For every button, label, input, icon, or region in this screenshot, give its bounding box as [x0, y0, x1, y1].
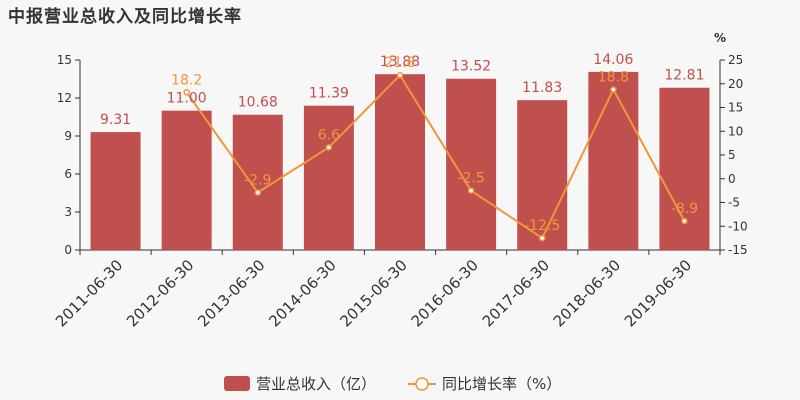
bar [446, 78, 497, 250]
x-tick-label: 2012-06-30 [123, 256, 197, 330]
bar [588, 71, 639, 250]
bar-data-label: 11.39 [309, 86, 349, 102]
bar [517, 100, 568, 250]
line-data-label: 6.6 [318, 127, 340, 143]
bar [161, 110, 212, 251]
bar-data-label: 10.68 [238, 95, 278, 111]
bar-data-label: 13.88 [380, 54, 420, 70]
line-data-label: 18.2 [171, 72, 202, 88]
line-data-label: 21.8 [384, 55, 415, 71]
y-right-tick-label: 5 [728, 148, 736, 162]
y-left-tick-label: 9 [64, 129, 72, 143]
bar [90, 132, 141, 250]
y-left-tick-label: 15 [57, 53, 72, 67]
x-tick-label: 2017-06-30 [479, 256, 553, 330]
y-left-tick-label: 3 [64, 205, 72, 219]
line-data-label: 18.8 [598, 69, 629, 85]
line-point [610, 86, 617, 93]
y-right-tick-label: 25 [728, 53, 743, 67]
y-right-tick-label: -5 [728, 196, 740, 210]
x-tick-label: 2015-06-30 [336, 256, 410, 330]
line-data-label: -2.5 [457, 171, 484, 187]
line-data-label: -2.9 [244, 173, 271, 189]
y-left-tick-label: 0 [64, 243, 72, 257]
x-tick-label: 2014-06-30 [265, 256, 339, 330]
line-point [254, 189, 262, 196]
line-point [183, 89, 190, 96]
y-right-tick-label: 15 [728, 101, 743, 115]
line-data-label: -8.9 [671, 201, 698, 217]
y-right-tick-label: 20 [728, 77, 743, 91]
legend-bar-swatch [224, 376, 250, 391]
legend-line-label: 同比增长率（%） [442, 375, 561, 393]
legend-bar-label: 营业总收入（亿） [256, 375, 376, 393]
bar [659, 87, 710, 251]
y-right-tick-label: 10 [728, 124, 743, 138]
bar-data-label: 14.06 [593, 52, 633, 68]
bar-data-label: 12.81 [664, 68, 704, 84]
legend-line-marker [415, 377, 429, 391]
bar [375, 74, 425, 250]
x-tick-label: 2016-06-30 [408, 256, 482, 330]
y-right-tick-label: 0 [728, 172, 736, 186]
chart-title: 中报营业总收入及同比增长率 [8, 7, 242, 27]
x-tick-label: 2011-06-30 [52, 256, 126, 330]
y-left-tick-label: 12 [57, 91, 72, 105]
line-point [467, 187, 475, 194]
y-left-tick-label: 6 [64, 167, 72, 181]
line-point [396, 71, 404, 79]
bar-data-label: 11.00 [167, 91, 207, 107]
y-right-unit: % [714, 31, 726, 45]
x-tick-label: 2013-06-30 [194, 256, 268, 330]
bar-data-label: 11.83 [522, 80, 562, 96]
x-tick-label: 2018-06-30 [550, 256, 624, 330]
line-point [325, 144, 333, 151]
line-point [681, 217, 688, 225]
y-right-tick-label: -10 [728, 219, 748, 233]
line-point [538, 234, 546, 242]
y-right-tick-label: -15 [728, 243, 748, 257]
line-data-label: -12.5 [524, 218, 560, 234]
bar-data-label: 9.31 [100, 112, 131, 128]
bar-data-label: 13.52 [451, 59, 491, 75]
x-tick-label: 2019-06-30 [621, 256, 695, 330]
growth-line [185, 73, 686, 240]
